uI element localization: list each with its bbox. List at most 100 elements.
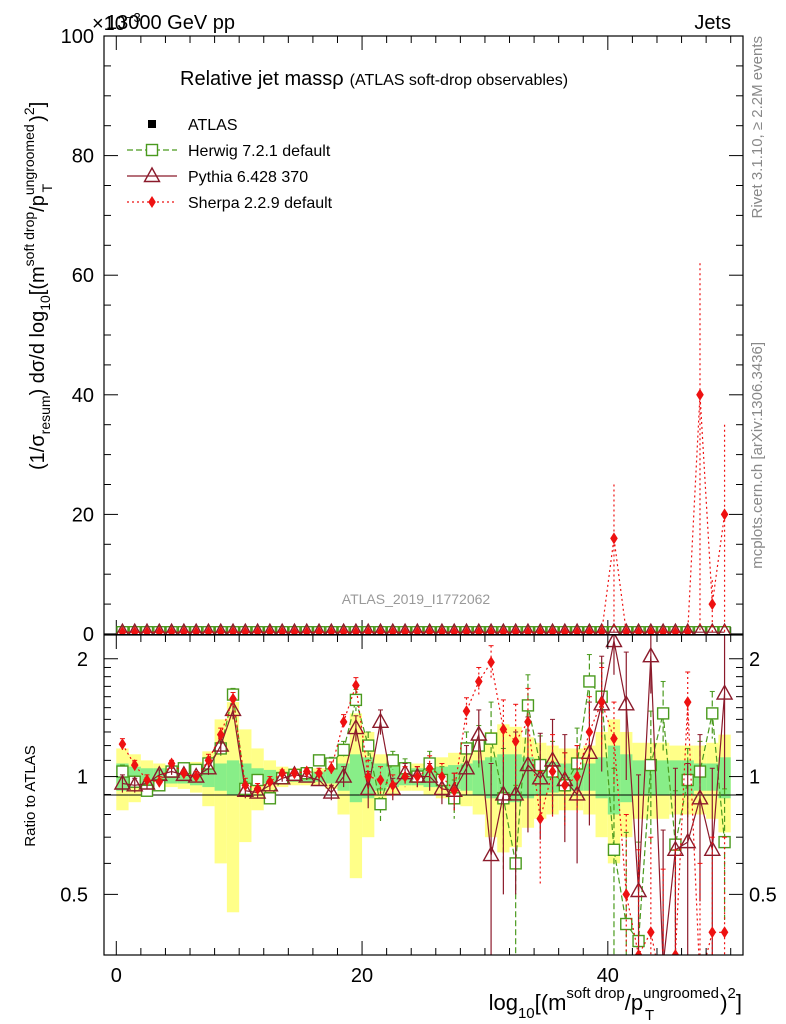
main-point-pythia-6-428-370 [583,622,596,634]
ratio-point-sherpa-2-2-9-default [425,762,434,775]
legend-entry-pythia-6-428-370: Pythia 6.428 370 [127,166,308,186]
main-ytick-label: 20 [72,504,94,526]
ratio-point-pythia-6-428-370 [322,783,341,799]
ratio-point-sherpa-2-2-9-default [118,738,127,751]
ratio-point-pythia-6-428-370 [482,845,500,862]
ratio-point-sherpa-2-2-9-default [204,754,213,767]
rivet-label: Rivet 3.1.10, ≥ 2.2M events [749,36,766,219]
ratio-point-sherpa-2-2-9-default [536,812,545,825]
legend-entry-atlas: ATLAS [148,117,238,134]
main-point-pythia-6-428-370 [497,622,510,634]
main-point-sherpa-2-2-9-default [671,626,680,634]
main-point-sherpa-2-2-9-default [204,626,213,634]
legend-label-pythia-6-428-370: Pythia 6.428 370 [188,169,308,186]
main-point-sherpa-2-2-9-default [401,626,409,634]
ratio-point-sherpa-2-2-9-default [548,765,557,778]
ratio-point-pythia-6-428-370 [334,767,353,783]
main-point-pythia-6-428-370 [632,622,645,634]
legend-marker-herwig-7-2-1-default [145,143,159,157]
ratio-point-sherpa-2-2-9-default [364,770,373,783]
ratio-point-sherpa-2-2-9-default [511,735,520,748]
ratio-point-pythia-6-428-370 [691,788,709,805]
ratio-point-pythia-6-428-370 [126,775,144,792]
ratio-point-pythia-6-428-370 [592,694,611,711]
mcplots-label: mcplots.cern.ch [arXiv:1306.3436] [749,342,766,569]
legend-marker-atlas [148,120,156,128]
main-point-pythia-6-428-370 [669,622,682,634]
ratio-point-pythia-6-428-370 [347,718,365,735]
ratio-band-inner [202,766,215,788]
ratio-point-sherpa-2-2-9-default [216,728,225,741]
ratio-point-pythia-6-428-370 [605,635,623,648]
ratio-point-sherpa-2-2-9-default [708,926,717,939]
main-point-pythia-6-428-370 [435,622,449,634]
ratio-point-sherpa-2-2-9-default [474,675,483,688]
main-point-pythia-6-428-370 [607,622,621,634]
main-point-sherpa-2-2-9-default [192,626,200,634]
main-point-sherpa-2-2-9-default [659,626,667,634]
main-point-sherpa-2-2-9-default [474,626,483,634]
main-point-pythia-6-428-370 [558,622,572,634]
main-ytick-label: 100 [61,26,94,48]
main-point-pythia-6-428-370 [263,622,277,634]
ratio-point-herwig-7-2-1-default [337,743,350,757]
main-point-sherpa-2-2-9-default [130,626,139,634]
ratio-point-sherpa-2-2-9-default [561,779,569,792]
main-series-sherpa-2-2-9-default [118,263,729,634]
main-ytick-label: 60 [72,265,94,287]
main-point-pythia-6-428-370 [546,622,559,634]
ratio-point-herwig-7-2-1-default [656,707,670,720]
ratio-point-sherpa-2-2-9-default [450,784,459,797]
main-point-sherpa-2-2-9-default [647,626,655,634]
main-point-sherpa-2-2-9-default [683,626,692,634]
ratio-point-pythia-6-428-370 [199,758,218,775]
main-point-pythia-6-428-370 [484,622,498,634]
ratio-point-sherpa-2-2-9-default [720,926,729,939]
ratio-point-herwig-7-2-1-default [263,792,277,805]
main-point-sherpa-2-2-9-default [610,532,618,545]
ratio-point-sherpa-2-2-9-default [130,759,139,772]
legend-label-atlas: ATLAS [188,117,238,134]
main-point-sherpa-2-2-9-default [241,626,250,634]
ratio-point-pythia-6-428-370 [679,832,697,849]
main-y-axis-label: (1/σresum) dσ/d log10[(msoft drop/pungro… [21,102,55,470]
x-tick-label: 40 [597,965,619,987]
main-point-sherpa-2-2-9-default [597,626,606,634]
main-point-sherpa-2-2-9-default [339,626,348,634]
main-point-pythia-6-428-370 [128,622,141,634]
ratio-point-sherpa-2-2-9-default [401,770,409,783]
ratio-band-inner [214,763,227,791]
main-point-pythia-6-428-370 [656,622,670,634]
main-point-sherpa-2-2-9-default [180,626,188,634]
main-point-pythia-6-428-370 [288,622,301,634]
ratio-ytick-label-right: 1 [749,767,760,789]
main-point-sherpa-2-2-9-default [487,626,495,634]
main-point-sherpa-2-2-9-default [634,626,643,634]
ratio-series-pythia-6-428-370 [113,635,734,955]
main-point-sherpa-2-2-9-default [155,626,164,634]
main-point-pythia-6-428-370 [472,622,486,634]
ratio-point-pythia-6-428-370 [506,785,525,801]
ratio-point-pythia-6-428-370 [617,694,635,711]
ratio-point-sherpa-2-2-9-default [167,757,176,770]
ratio-point-sherpa-2-2-9-default [143,773,151,786]
ratio-panel: 0.5 0.51 12 20 20 40 Ratio to ATLAS log10[(ms… [22,634,777,1024]
main-point-sherpa-2-2-9-default [462,626,471,634]
legend-entry-herwig-7-2-1-default: Herwig 7.2.1 default [127,143,331,160]
main-point-pythia-6-428-370 [202,622,215,634]
ratio-point-sherpa-2-2-9-default [376,773,385,786]
main-point-sherpa-2-2-9-default [450,626,459,634]
ratio-point-sherpa-2-2-9-default [462,705,471,718]
ratio-point-pythia-6-428-370 [433,779,451,796]
ratio-point-herwig-7-2-1-default [374,797,387,811]
main-point-sherpa-2-2-9-default [364,626,373,634]
ratio-point-pythia-6-428-370 [703,840,721,856]
ratio-band-inner [595,757,608,799]
main-point-sherpa-2-2-9-default [696,388,704,401]
main-ytick-label: 0 [83,624,94,646]
main-point-pythia-6-428-370 [718,622,731,634]
collision-label: 13000 GeV pp [106,12,235,34]
main-point-sherpa-2-2-9-default [573,626,581,634]
main-point-pythia-6-428-370 [177,622,191,634]
ratio-ytick-label: 2 [77,649,88,671]
